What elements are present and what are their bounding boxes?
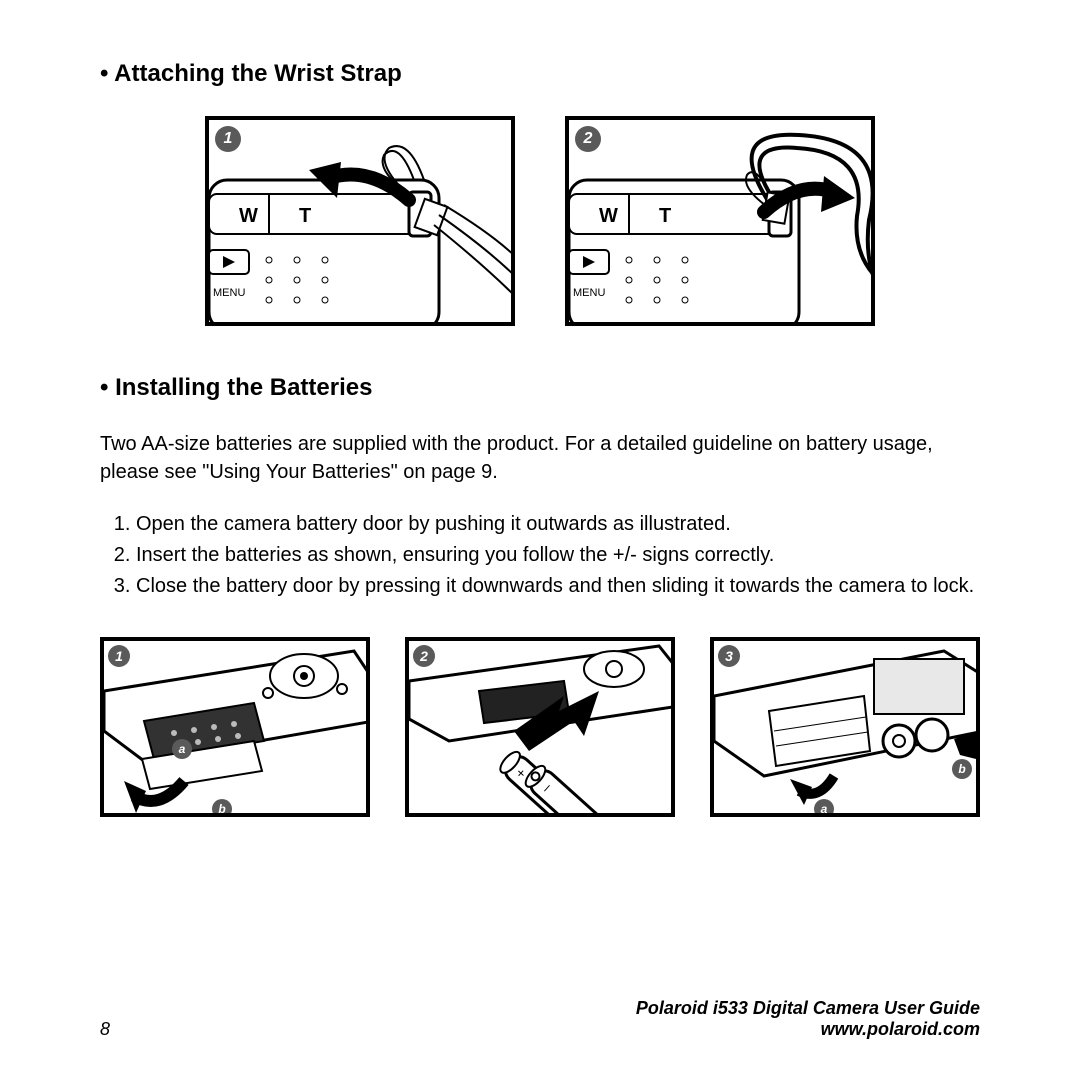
strap-panel-1: 1 W T MENU xyxy=(205,116,515,326)
step-3: Close the battery door by pressing it do… xyxy=(136,572,980,601)
wrist-strap-panels: 1 W T MENU 2 xyxy=(100,116,980,326)
sub-b: b xyxy=(212,799,232,817)
svg-text:W: W xyxy=(599,205,618,227)
batteries-intro: Two AA-size batteries are supplied with … xyxy=(100,430,980,486)
bpanel-badge-2: 2 xyxy=(413,645,435,667)
t-label: T xyxy=(299,205,311,227)
battery-illustration-3 xyxy=(714,641,980,817)
svg-text:T: T xyxy=(659,205,671,227)
step-1: Open the camera battery door by pushing … xyxy=(136,510,980,539)
panel-badge-2: 2 xyxy=(575,126,601,152)
battery-panel-3: 3 a b xyxy=(710,637,980,817)
strap-illustration-2: W T MENU xyxy=(569,120,875,326)
svg-text:MENU: MENU xyxy=(573,287,605,299)
sub-a3: a xyxy=(814,799,834,817)
battery-panels: 1 a b 2 xyxy=(100,637,980,817)
w-label: W xyxy=(239,205,258,227)
bpanel-badge-1: 1 xyxy=(108,645,130,667)
guide-url: www.polaroid.com xyxy=(636,1019,980,1040)
battery-steps-list: Open the camera battery door by pushing … xyxy=(100,510,980,601)
bpanel-badge-3: 3 xyxy=(718,645,740,667)
menu-label: MENU xyxy=(213,287,245,299)
battery-illustration-1 xyxy=(104,641,370,817)
guide-title-block: Polaroid i533 Digital Camera User Guide … xyxy=(636,998,980,1040)
strap-illustration-1: W T MENU xyxy=(209,120,515,326)
guide-title: Polaroid i533 Digital Camera User Guide xyxy=(636,998,980,1019)
page-footer: 8 Polaroid i533 Digital Camera User Guid… xyxy=(100,998,980,1040)
section2-heading: • Installing the Batteries xyxy=(100,374,980,402)
battery-panel-1: 1 a b xyxy=(100,637,370,817)
battery-illustration-2: + – xyxy=(409,641,675,817)
strap-panel-2: 2 W T MENU xyxy=(565,116,875,326)
page-number: 8 xyxy=(100,1019,110,1040)
sub-a: a xyxy=(172,739,192,759)
step-2: Insert the batteries as shown, ensuring … xyxy=(136,541,980,570)
battery-panel-2: 2 + – xyxy=(405,637,675,817)
sub-b3: b xyxy=(952,759,972,779)
panel-badge-1: 1 xyxy=(215,126,241,152)
section1-heading: • Attaching the Wrist Strap xyxy=(100,60,980,88)
